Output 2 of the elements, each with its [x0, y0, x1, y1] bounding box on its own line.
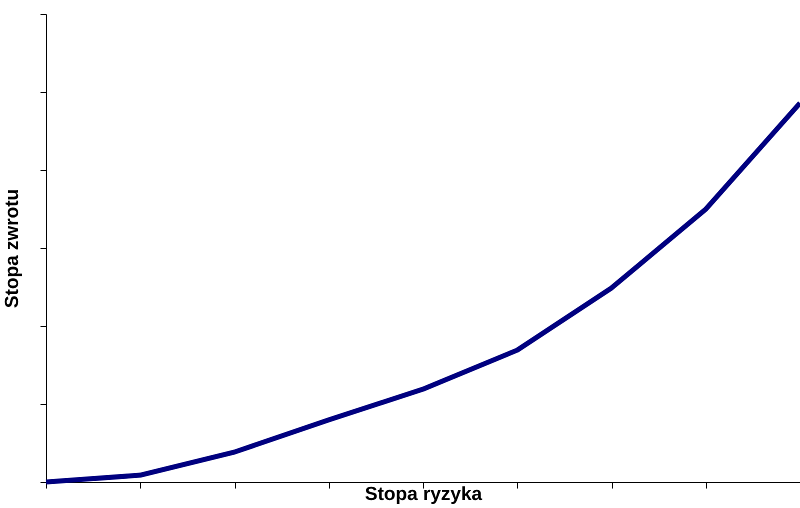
y-axis-title: Stopa zwrotu — [2, 188, 23, 308]
x-axis-title: Stopa ryzyka — [364, 484, 483, 505]
